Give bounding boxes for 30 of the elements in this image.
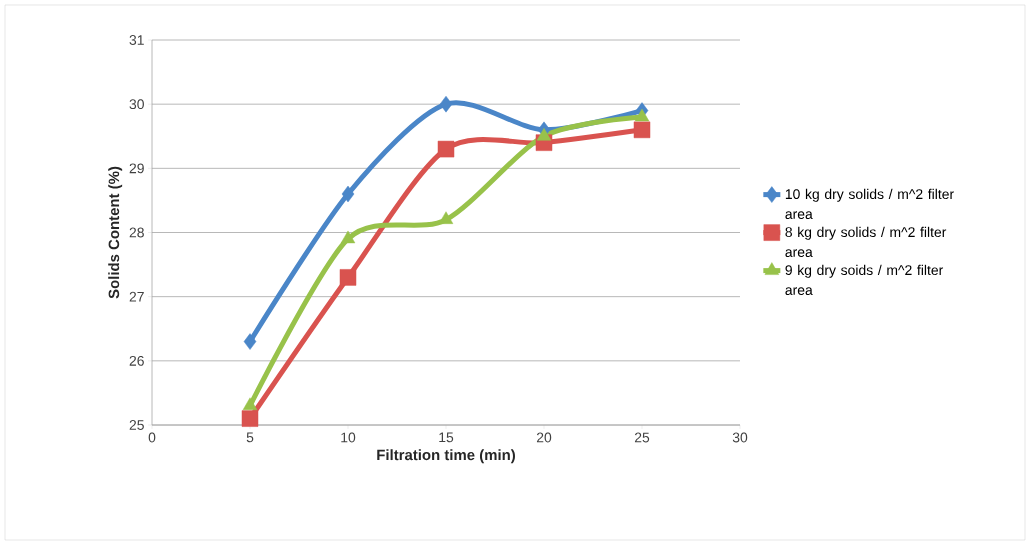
point <box>634 108 650 122</box>
y-tick-label: 27 <box>129 291 144 302</box>
x-tick-label: 5 <box>246 432 254 443</box>
y-tick-label: 28 <box>129 227 144 238</box>
y-tick-label: 25 <box>129 420 144 430</box>
point <box>339 269 357 286</box>
y-tick-label: 29 <box>129 163 144 174</box>
y-tick-label: 31 <box>129 35 144 45</box>
point <box>340 230 356 244</box>
y-axis-title: Solids Content (%) <box>108 166 123 299</box>
x-tick-label: 25 <box>634 432 650 443</box>
legend-label: 8 kg dry solids / m^2 filter area <box>785 226 947 257</box>
y-tick-label: 30 <box>129 99 144 110</box>
x-tick-label: 15 <box>439 432 454 443</box>
point <box>241 410 259 427</box>
x-tick-label: 10 <box>341 432 356 443</box>
point <box>341 185 355 203</box>
y-tick-label: 26 <box>129 355 144 366</box>
point <box>243 333 257 350</box>
legend-label: 9 kg dry soids / m^2 filter area <box>785 264 944 295</box>
x-tick-label: 30 <box>732 432 748 443</box>
legend-label: 10 kg dry solids / m^2 filter area <box>785 188 954 219</box>
x-axis-title: Filtration time (min) <box>377 449 515 464</box>
point <box>633 121 651 139</box>
x-tick-label: 20 <box>536 432 552 443</box>
point <box>536 128 552 141</box>
point <box>242 397 258 410</box>
point <box>439 95 453 113</box>
x-tick-label: 0 <box>148 432 156 443</box>
point <box>437 140 455 158</box>
